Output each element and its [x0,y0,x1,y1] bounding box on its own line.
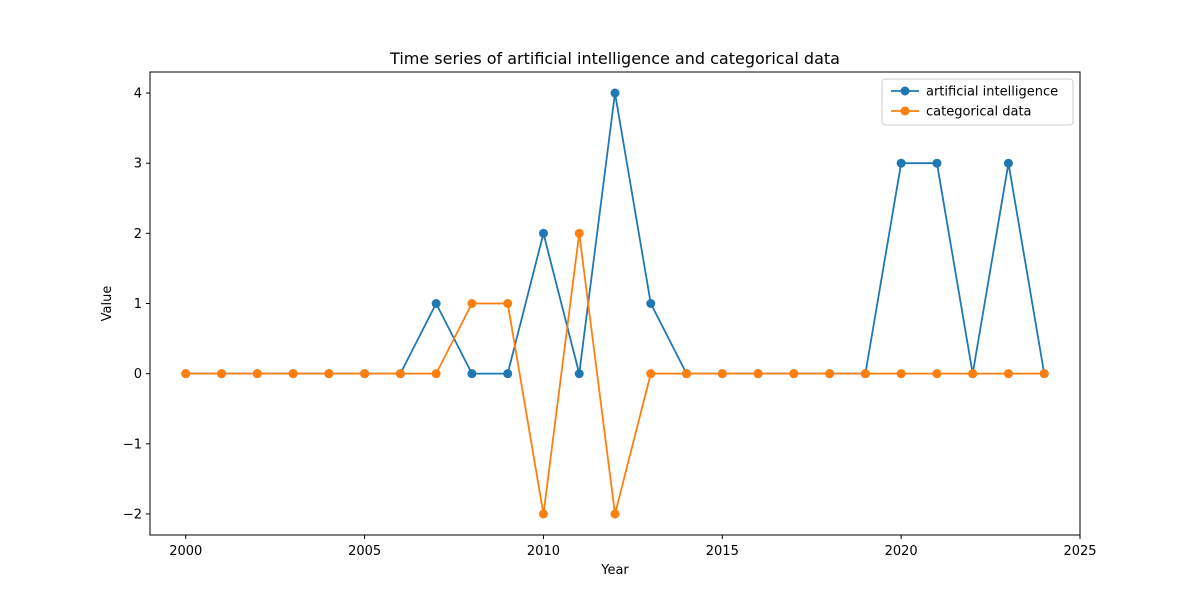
data-point [646,369,656,379]
x-tick-label: 2015 [706,544,739,559]
data-point [896,158,906,168]
data-point [503,369,513,379]
legend-marker [900,86,910,96]
y-tick-label: 4 [134,87,142,102]
data-point [431,369,441,379]
plot-area-border [149,71,1081,536]
data-point [288,369,298,379]
data-point [252,369,262,379]
legend-item: categorical data [891,105,1032,120]
data-point [1003,158,1013,168]
data-point [181,369,191,379]
series-1 [181,228,1049,519]
series-line [185,232,1045,515]
y-tick-label: 3 [134,157,142,172]
x-tick-label: 2020 [885,544,918,559]
x-tick-label: 2010 [527,544,560,559]
data-point [467,369,477,379]
data-point [538,509,548,519]
data-point [646,299,656,308]
data-point [574,228,584,238]
data-point [1003,369,1013,379]
y-tick-label: 2 [134,227,142,242]
data-point [610,509,620,519]
series-line [185,92,1046,375]
x-tick-label: 2025 [1063,544,1096,559]
data-point [753,369,763,379]
legend: artificial intelligence categorical data [881,78,1074,126]
data-point [896,369,906,379]
data-point [932,369,942,379]
data-point [932,158,942,168]
y-tick-label: 1 [134,297,142,312]
data-point [503,299,513,308]
y-tick-label: −2 [123,507,142,522]
series-0 [181,88,1049,379]
x-axis-label: Year [600,563,629,578]
data-point [467,299,477,308]
data-point [324,369,334,379]
data-point [538,228,548,238]
data-point [395,369,405,379]
chart-title: Time series of artificial intelligence a… [389,49,840,68]
data-point [968,369,978,379]
y-tick-label: −1 [123,437,142,452]
data-point [825,369,835,379]
y-axis-label: Value [100,286,115,322]
data-point [610,88,620,98]
legend-item: artificial intelligence [891,85,1058,100]
data-point [860,369,870,379]
legend-label: categorical data [926,105,1032,120]
x-axis-ticks: 2000 2005 2010 2015 2020 2025 [169,535,1097,559]
data-point [789,369,799,379]
data-point [574,369,584,379]
data-point [1039,369,1049,379]
data-point [717,369,727,379]
x-tick-label: 2005 [348,544,381,559]
data-point [360,369,370,379]
y-tick-label: 0 [134,367,142,382]
data-point [431,299,441,308]
legend-marker [900,106,910,116]
y-axis-ticks: −2 −1 0 1 2 3 4 [123,87,150,522]
x-tick-label: 2000 [169,544,202,559]
data-point [682,369,692,379]
series-layer [181,88,1049,519]
plot-frame [149,71,1081,536]
data-point [217,369,227,379]
legend-box [881,78,1074,126]
legend-label: artificial intelligence [926,85,1058,100]
